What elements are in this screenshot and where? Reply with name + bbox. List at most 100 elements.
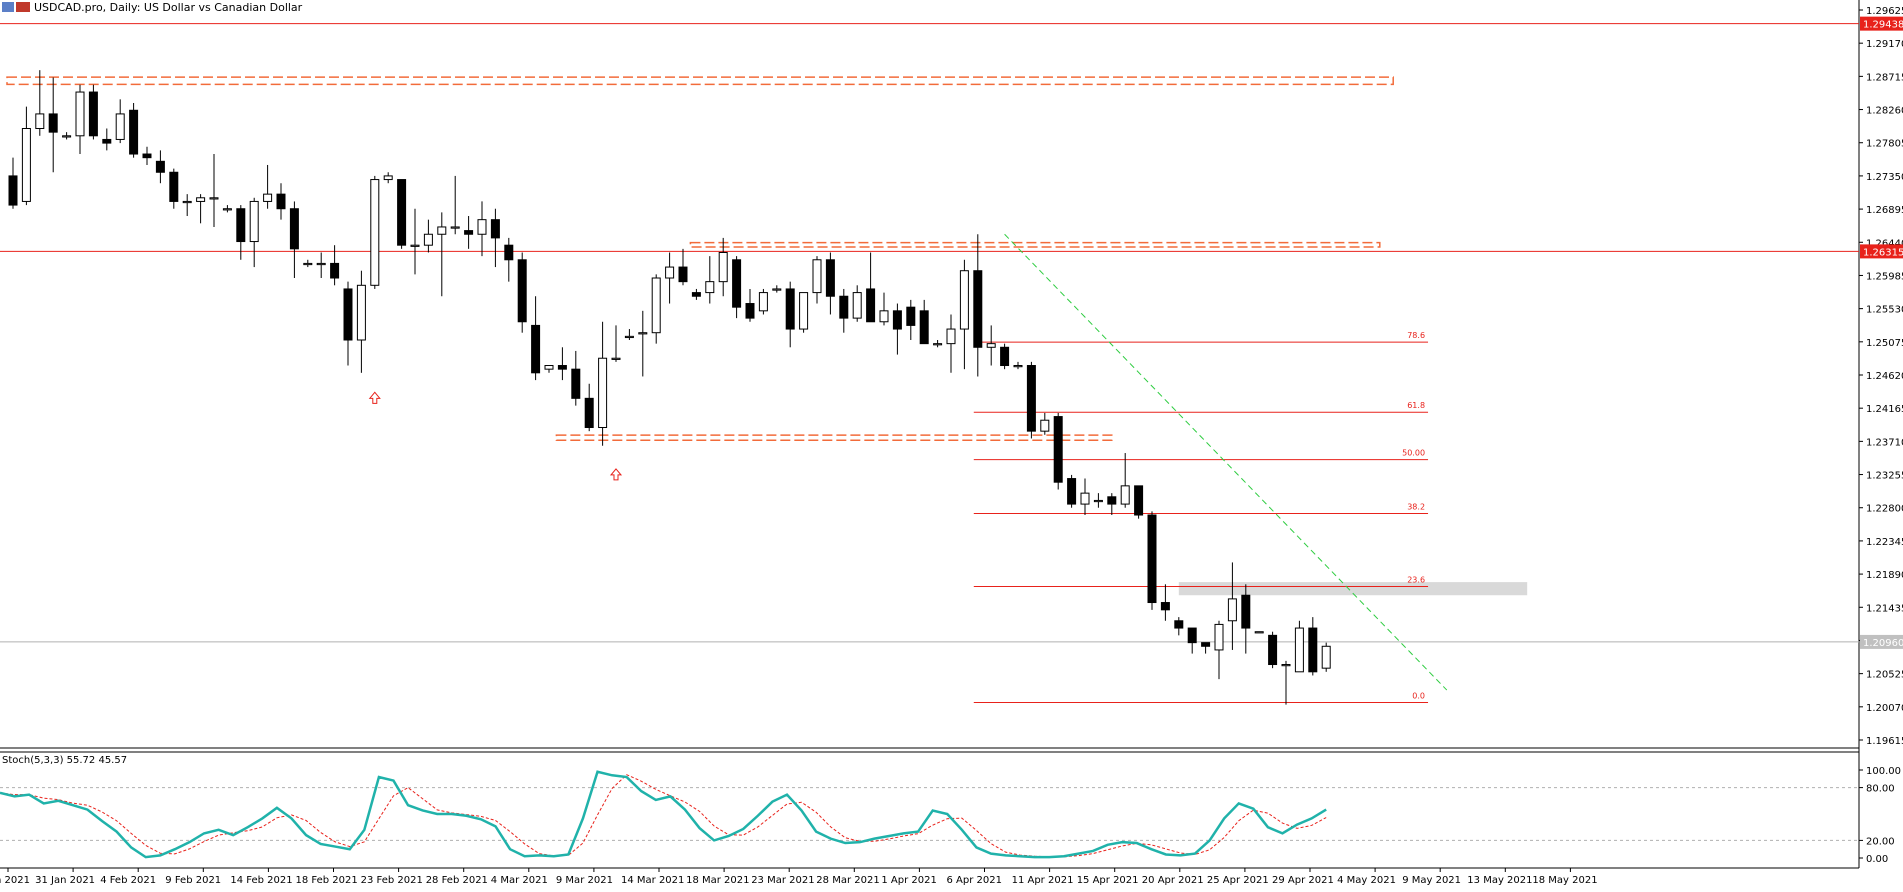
bull-candle [933, 343, 943, 346]
bull-candle [1080, 492, 1090, 505]
price-tick-label: 1.24620 [1866, 371, 1903, 382]
bear-candle [571, 368, 581, 399]
price-tick-label: 1.27805 [1866, 139, 1903, 150]
chart-title: USDCAD.pro, Daily: US Dollar vs Canadian… [34, 1, 303, 14]
bear-candle [504, 244, 514, 261]
time-tick-label: 14 Feb 2021 [230, 875, 292, 886]
bull-candle [544, 365, 554, 370]
bull-candle [879, 310, 889, 323]
price-tick-label: 1.25530 [1866, 305, 1903, 316]
bear-candle [1107, 496, 1117, 505]
bull-candle [62, 135, 72, 138]
bear-candle [557, 365, 567, 370]
bear-candle [1000, 346, 1010, 367]
bear-candle [1134, 485, 1144, 516]
bear-candle [1187, 627, 1197, 644]
stoch-tick-label: 100.00 [1866, 766, 1901, 777]
time-tick-label: 9 Mar 2021 [556, 875, 613, 886]
bear-candle [276, 193, 286, 210]
bull-candle [1214, 623, 1224, 651]
bear-candle [1147, 514, 1157, 604]
fib-level-label: 23.6 [1407, 575, 1425, 584]
bull-candle [423, 233, 433, 246]
bull-candle [1294, 627, 1304, 673]
main-chart: 78.6 61.8 50.00 38.2 23.6 0.0 [0, 23, 1859, 705]
bull-candle [758, 292, 768, 312]
bull-candle [1040, 419, 1050, 432]
stochastic-pane: Stoch(5,3,3) 55.72 45.57 [0, 755, 1859, 859]
time-tick-label: 14 Mar 2021 [621, 875, 684, 886]
time-tick-label: 25 Apr 2021 [1207, 875, 1269, 886]
fib-level-label: 50.00 [1402, 449, 1425, 458]
bull-candle [799, 292, 809, 330]
price-tick-label: 1.24165 [1866, 404, 1903, 415]
bear-candle [1308, 627, 1318, 673]
bear-candle [517, 259, 527, 323]
price-tick-label: 1.23255 [1866, 471, 1903, 482]
price-tick-label: 1.27350 [1866, 172, 1903, 183]
bull-candle [115, 113, 125, 140]
price-tick-label: 1.29170 [1866, 39, 1903, 50]
price-tick-label: 1.26895 [1866, 205, 1903, 216]
stoch-label: Stoch(5,3,3) 55.72 45.57 [2, 755, 127, 766]
bull-candle [196, 197, 206, 202]
price-tick-label: 1.25075 [1866, 338, 1903, 349]
flag-icon [16, 2, 30, 12]
bull-candle [852, 292, 862, 319]
bear-candle [142, 153, 152, 159]
stoch-tick-label: 80.00 [1866, 784, 1895, 795]
bear-candle [169, 171, 179, 202]
bull-candle [303, 262, 313, 266]
price-tick-label: 1.23710 [1866, 437, 1903, 448]
price-tick-label: 1.25985 [1866, 271, 1903, 282]
price-tick-label: 1.20525 [1866, 670, 1903, 681]
bull-candle [1120, 485, 1130, 505]
bear-candle [732, 259, 742, 308]
bull-candle [1013, 365, 1023, 368]
time-tick-label: 9 May 2021 [1402, 875, 1461, 886]
current-price-tag [1860, 634, 1903, 649]
bull-candle [182, 200, 192, 204]
stoch-signal-line [0, 774, 1327, 858]
bull-candle [665, 266, 675, 279]
bear-candle [531, 324, 541, 374]
bull-candle [986, 343, 996, 348]
bull-candle [624, 335, 634, 339]
time-tick-label: 29 Apr 2021 [1272, 875, 1334, 886]
bull-candle [437, 226, 447, 235]
time-tick-label: 28 Feb 2021 [426, 875, 488, 886]
bear-candle [1053, 416, 1063, 483]
bear-candle [1160, 602, 1170, 611]
bull-candle [946, 328, 956, 345]
bull-candle [772, 288, 782, 291]
bull-candle [651, 277, 661, 334]
price-tag [1860, 16, 1903, 31]
bull-candle [718, 251, 728, 283]
time-tick-label: 28 Mar 2021 [816, 875, 879, 886]
time-tick-label: 18 Feb 2021 [296, 875, 358, 886]
support-resistance-zone [689, 241, 1381, 248]
bull-candle [1227, 598, 1237, 622]
time-tick-label: 9 Feb 2021 [165, 875, 221, 886]
bull-candle [1254, 631, 1264, 634]
bear-candle [8, 175, 18, 206]
trendline [1004, 233, 1448, 691]
bear-candle [397, 179, 407, 246]
stoch-tick-label: 0.00 [1866, 854, 1888, 865]
time-tick-label: 11 Apr 2021 [1012, 875, 1074, 886]
bear-candle [155, 160, 165, 173]
time-tick-label: 26 Jan 2021 [0, 875, 30, 886]
price-tick-label: 1.28260 [1866, 106, 1903, 117]
price-tick-label: 1.20070 [1866, 703, 1903, 714]
bull-candle [249, 200, 259, 243]
price-tag-label: 1.26315 [1863, 247, 1903, 258]
bear-candle [584, 397, 594, 429]
axes: 1.29625 1.29170 1.28715 1.28260 1.27805 1.273… [0, 6, 1903, 886]
bull-candle [383, 175, 393, 181]
bear-candle [48, 113, 58, 133]
bear-candle [1201, 642, 1211, 647]
time-tick-label: 18 May 2021 [1532, 875, 1597, 886]
